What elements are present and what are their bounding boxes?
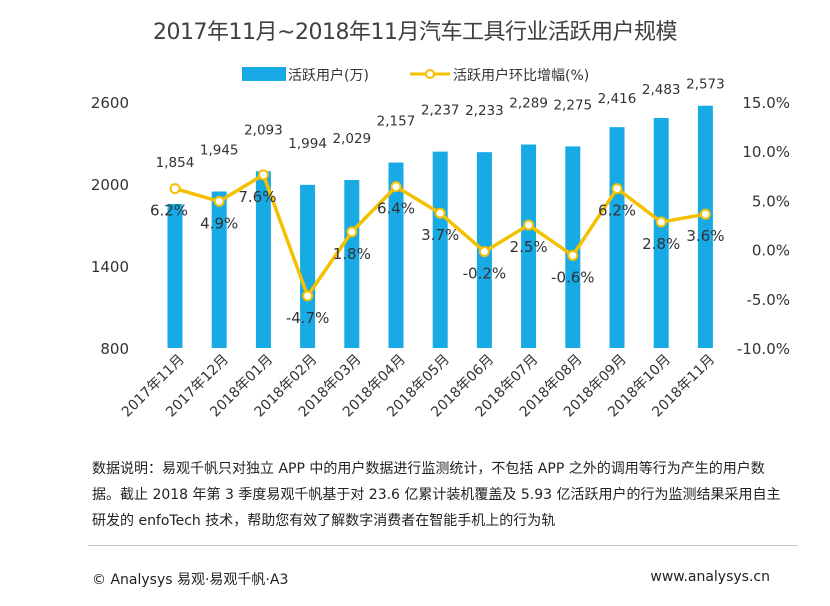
left-axis-tick-label: 1400 <box>91 258 129 276</box>
bar <box>167 203 183 348</box>
line-point <box>213 195 225 207</box>
copyright: © Analysys 易观·易观千帆·A3 <box>92 572 289 588</box>
right-axis: 15.0% 10.0% 5.0% 0.0% -5.0% -10.0% <box>737 94 790 358</box>
right-axis-tick-label: 5.0% <box>752 192 790 210</box>
line-point <box>655 216 667 228</box>
bar <box>609 127 625 348</box>
bar-value-label: 2,233 <box>465 103 504 119</box>
line-value-label: 2.5% <box>510 238 548 256</box>
legend-line-label: 活跃用户环比增幅(%) <box>453 67 589 84</box>
right-axis-tick-label: -5.0% <box>746 291 790 309</box>
right-axis-tick-label: 10.0% <box>742 143 790 161</box>
data-note: 数据说明：易观千帆只对独立 APP 中的用户数据进行监测统计，不包括 APP 之… <box>92 461 781 529</box>
line-value-label: 3.6% <box>686 227 724 245</box>
bar <box>565 146 581 348</box>
line-series <box>169 169 711 302</box>
line-value-label: 6.4% <box>377 200 415 218</box>
legend-bar-label: 活跃用户(万) <box>288 67 369 84</box>
line-point <box>567 250 579 262</box>
line-value-label: 6.2% <box>150 202 188 220</box>
line-value-label: 6.2% <box>598 202 636 220</box>
website-link[interactable]: www.analysys.cn <box>650 569 770 585</box>
bar <box>211 191 227 348</box>
footer-divider <box>88 545 798 546</box>
legend: 活跃用户(万) 活跃用户环比增幅(%) <box>242 67 589 84</box>
bar-value-label: 1,945 <box>200 143 239 159</box>
bar-series <box>167 105 713 349</box>
bar <box>432 151 448 348</box>
line-value-label: 3.7% <box>421 226 459 244</box>
line-value-label: 7.6% <box>238 188 276 206</box>
bar <box>653 117 669 349</box>
bar-value-label: 2,275 <box>553 97 592 113</box>
line-point <box>699 208 711 220</box>
left-axis-tick-label: 2600 <box>91 94 129 112</box>
bar-value-label: 2,416 <box>598 91 637 107</box>
right-axis-tick-label: 15.0% <box>742 94 790 112</box>
left-axis: 2600 2000 1400 800 <box>91 94 129 358</box>
line-point <box>478 246 490 258</box>
left-axis-tick-label: 2000 <box>91 176 129 194</box>
bar-value-label: 2,289 <box>509 96 548 112</box>
line-point <box>523 219 535 231</box>
right-axis-tick-label: -10.0% <box>737 340 790 358</box>
bar-value-label: 2,093 <box>244 122 283 138</box>
bar <box>344 180 360 348</box>
line-value-label: 2.8% <box>642 235 680 253</box>
bar-value-label: 2,029 <box>332 131 371 147</box>
bar <box>697 105 713 348</box>
line-value-label: -0.6% <box>551 269 595 287</box>
left-axis-tick-label: 800 <box>100 340 129 358</box>
right-axis-tick-label: 0.0% <box>752 242 790 260</box>
bar-value-label: 2,157 <box>377 114 416 130</box>
line-point <box>169 183 181 195</box>
line-point <box>257 169 269 181</box>
bar <box>388 162 404 348</box>
chart-plot: 活跃用户(万) 活跃用户环比增幅(%) 2600 2000 1400 800 15.0… <box>91 67 790 421</box>
bar-value-labels: 1,854 1,945 2,093 1,994 2,029 2,157 2,237 2,233… <box>156 77 725 171</box>
line-point <box>434 207 446 219</box>
bar <box>255 171 271 348</box>
bar-value-label: 1,994 <box>288 136 327 152</box>
bar-value-label: 2,483 <box>642 82 681 98</box>
line-point <box>346 226 358 238</box>
line-value-label: -0.2% <box>463 265 507 283</box>
line-point <box>390 181 402 193</box>
legend-bar-swatch <box>242 67 286 81</box>
x-axis-labels: 2017年11月2017年12月2018年01月2018年02月2018年03月… <box>119 352 718 421</box>
chart-title: 2017年11月~2018年11月汽车工具行业活跃用户规模 <box>153 20 677 45</box>
bar-value-label: 2,573 <box>686 77 725 93</box>
legend-line-marker <box>425 69 435 79</box>
bar <box>521 144 537 348</box>
bar-value-label: 1,854 <box>156 155 195 171</box>
line-value-label: 1.8% <box>333 245 371 263</box>
line-value-labels: 6.2% 4.9%7.6% -4.7% 1.8% 6.4% 3.7% -0.2%2.5%-0… <box>150 188 725 327</box>
line-value-label: -4.7% <box>286 309 330 327</box>
line-point <box>611 183 623 195</box>
line-point <box>302 290 314 302</box>
bar <box>300 184 316 348</box>
line-value-label: 4.9% <box>200 214 238 232</box>
bar-value-label: 2,237 <box>421 103 460 119</box>
